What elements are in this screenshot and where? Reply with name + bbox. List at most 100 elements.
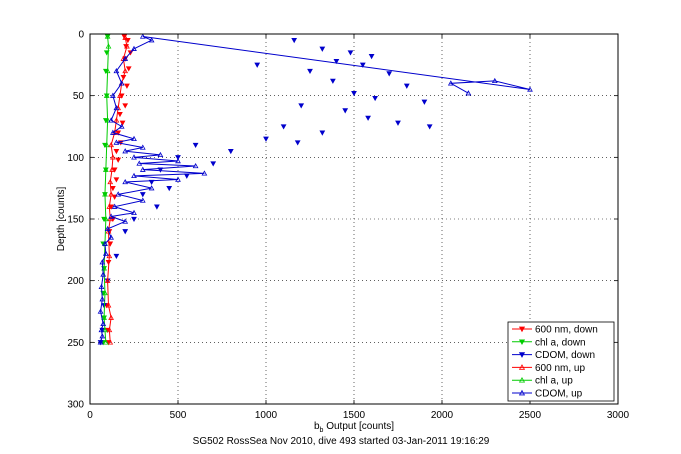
data-point (136, 160, 143, 166)
data-point (421, 99, 428, 105)
data-point (201, 170, 208, 176)
data-point (491, 77, 498, 84)
data-point (122, 148, 129, 154)
data-point (465, 90, 472, 96)
data-point (139, 166, 146, 172)
data-point (298, 103, 305, 109)
data-point (122, 34, 129, 40)
data-point (113, 117, 120, 123)
series-5 (97, 33, 533, 345)
data-point (108, 314, 114, 320)
ticks: 0 500 1000 1500 2000 2500 3000 0 50 100 150 200 250 3… (67, 30, 629, 422)
data-point (372, 95, 378, 102)
data-point (131, 209, 137, 215)
data-point (109, 166, 115, 172)
legend-entry: 600 nm, down (535, 325, 598, 336)
data-point (527, 86, 533, 92)
x-axis-label-main: b (314, 421, 320, 432)
y-tick-label: 200 (67, 276, 84, 287)
y-tick-label: 150 (67, 215, 84, 226)
data-point (104, 67, 111, 74)
legend-box (507, 321, 615, 402)
data-point (111, 203, 118, 209)
data-point (148, 37, 155, 43)
data-point (110, 186, 116, 192)
data-point (99, 259, 106, 265)
x-axis-label-subscript: b (320, 427, 324, 434)
data-point (102, 339, 109, 345)
data-point (319, 46, 326, 52)
data-point (113, 177, 120, 183)
data-point (192, 162, 199, 169)
data-point (102, 240, 108, 246)
data-point (347, 50, 354, 56)
data-point (108, 141, 114, 148)
data-point (139, 144, 146, 150)
data-point (104, 277, 111, 283)
data-point (98, 283, 105, 289)
series-2 (97, 38, 433, 346)
data-point (118, 123, 125, 129)
data-point (351, 91, 357, 97)
data-point (157, 151, 164, 158)
series-3 (104, 34, 130, 345)
x-tick-label: 2500 (519, 410, 542, 421)
data-point (97, 339, 104, 345)
data-point (110, 129, 116, 135)
data-point (101, 314, 107, 320)
data-point (227, 149, 234, 155)
legend-marker (518, 326, 526, 333)
data-point (115, 157, 122, 163)
data-point (175, 155, 181, 161)
data-point (192, 142, 199, 149)
data-point (106, 203, 113, 209)
data-point (122, 229, 129, 235)
data-point (102, 215, 109, 222)
data-point (319, 130, 326, 136)
data-point (102, 250, 109, 256)
data-point (359, 62, 366, 68)
data-point (139, 192, 146, 198)
data-point (104, 117, 111, 123)
data-point (122, 178, 129, 185)
data-point (131, 45, 137, 51)
legend-entry: CDOM, up (535, 389, 583, 400)
data-point (115, 191, 122, 197)
data-point (99, 296, 106, 302)
data-point (113, 67, 120, 74)
data-point (100, 271, 107, 277)
data-point (131, 216, 137, 223)
data-point (103, 141, 110, 148)
data-point (395, 120, 401, 126)
data-point (154, 204, 160, 210)
data-point (106, 326, 113, 333)
data-point (105, 302, 112, 308)
data-point (148, 185, 155, 191)
x-axis-label-rest: Output [counts] (323, 421, 394, 432)
data-point (113, 104, 120, 111)
data-point (104, 33, 111, 39)
data-point (115, 130, 122, 136)
data-point (386, 71, 393, 77)
data-point (122, 55, 129, 61)
data-point (107, 178, 114, 185)
legend-entry: chl a, down (535, 337, 586, 348)
chart-caption: SG502 RossSea Nov 2010, dive 493 started… (193, 436, 490, 447)
data-point (294, 140, 301, 146)
data-point (105, 43, 112, 49)
data-point (131, 135, 137, 141)
data-point (117, 112, 123, 118)
data-point (131, 172, 137, 178)
data-point (117, 92, 123, 98)
data-point (333, 58, 340, 65)
data-point (102, 166, 109, 172)
legend-entry: chl a, up (535, 376, 573, 387)
x-tick-label: 3000 (607, 410, 630, 421)
data-point (125, 66, 132, 72)
data-point (102, 326, 108, 333)
data-point (254, 62, 261, 68)
data-point (100, 320, 107, 326)
data-point (102, 191, 108, 197)
series-line (103, 36, 109, 343)
